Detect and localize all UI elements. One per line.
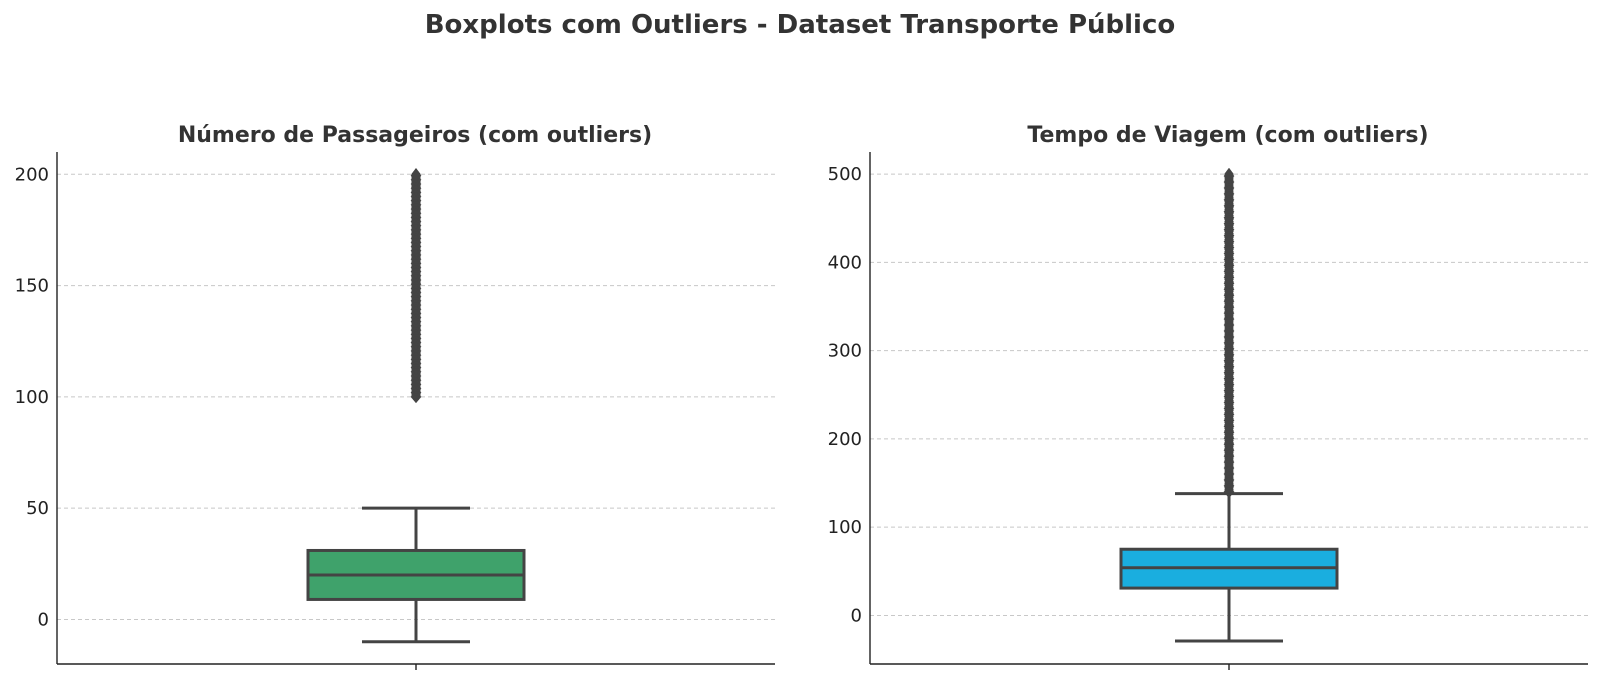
- travel-time-y-tick-label: 0: [851, 605, 862, 626]
- travel-time-y-tick-label: 300: [828, 341, 862, 362]
- passengers-y-tick-label: 0: [38, 609, 49, 630]
- travel-time-y-tick-label: 100: [828, 517, 862, 538]
- travel-time-y-tick-label: 200: [828, 429, 862, 450]
- passengers-chart-title: Número de Passageiros (com outliers): [178, 123, 652, 148]
- passengers-y-tick-label: 50: [26, 498, 49, 519]
- passengers-boxplot-panel: Número de Passageiros (com outliers) 0 50…: [15, 123, 775, 670]
- figure-title: Boxplots com Outliers - Dataset Transpor…: [425, 10, 1176, 40]
- travel-time-boxplot-panel: Tempo de Viagem (com outliers) 0 100 200 30…: [828, 123, 1588, 670]
- travel-time-chart-title: Tempo de Viagem (com outliers): [1027, 123, 1428, 148]
- passengers-outlier-point: [411, 167, 421, 181]
- travel-time-y-tick-label: 400: [828, 252, 862, 273]
- travel-time-y-tick-label: 500: [828, 164, 862, 185]
- passengers-y-tick-label: 150: [15, 276, 49, 297]
- passengers-y-tick-label: 100: [15, 387, 49, 408]
- travel-time-outlier-point: [1224, 167, 1234, 181]
- passengers-y-tick-label: 200: [15, 164, 49, 185]
